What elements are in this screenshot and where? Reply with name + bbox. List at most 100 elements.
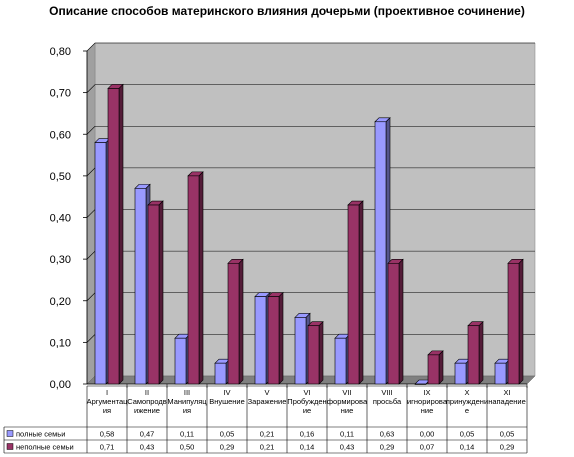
x-tick-label: Самопродв <box>127 397 167 406</box>
bar <box>467 325 480 385</box>
bar <box>254 296 267 385</box>
x-tick-label: X <box>464 388 469 397</box>
x-tick-label: IV <box>223 388 230 397</box>
bar <box>307 325 320 385</box>
bar <box>94 142 107 385</box>
data-label: 0,14 <box>300 443 315 452</box>
x-tick-label: Аргументац <box>87 397 129 406</box>
data-label: 0,21 <box>260 443 275 452</box>
bar-side <box>398 258 404 385</box>
bar-side <box>358 200 364 385</box>
bar <box>334 337 347 385</box>
bar <box>174 337 187 385</box>
x-tick-label: ижение <box>134 406 160 415</box>
data-label: 0,05 <box>460 430 475 439</box>
data-label: 0,07 <box>420 443 435 452</box>
x-tick-label: VI <box>303 388 310 397</box>
x-tick-label: ия <box>183 406 191 415</box>
bar-side <box>158 200 164 385</box>
x-tick-label: ия <box>103 406 111 415</box>
x-tick-label: IX <box>423 388 430 397</box>
bar-side <box>198 171 204 385</box>
bar-side <box>238 258 244 385</box>
bar-side <box>518 258 524 385</box>
y-tick-label: 0,40 <box>50 213 71 225</box>
x-tick-label: Заражение <box>248 397 287 406</box>
x-tick-label: VIII <box>381 388 392 397</box>
gridline <box>86 42 535 52</box>
data-label: 0,58 <box>100 430 115 439</box>
bar <box>267 296 280 385</box>
bar <box>507 262 520 385</box>
x-tick-label: Внушение <box>209 397 245 406</box>
data-label: 0,47 <box>140 430 155 439</box>
x-tick-label: игнорирова <box>407 397 448 406</box>
data-label: 0,29 <box>380 443 395 452</box>
data-label: 0,16 <box>300 430 315 439</box>
bar <box>134 188 147 385</box>
bar-side <box>118 83 124 385</box>
y-tick-label: 0,70 <box>50 88 71 100</box>
bar-side <box>318 321 324 385</box>
data-label: 0,29 <box>500 443 515 452</box>
data-label: 0,43 <box>140 443 155 452</box>
bar-side <box>478 321 484 385</box>
bar <box>107 88 120 385</box>
bar <box>427 354 440 385</box>
data-label: 0,11 <box>180 430 194 439</box>
bar <box>454 362 467 385</box>
x-tick-label: ние <box>421 406 434 415</box>
x-tick-label: I <box>106 388 108 397</box>
bar <box>374 121 387 385</box>
bar <box>187 175 200 385</box>
legend-label: полные семьи <box>16 430 65 439</box>
gridline <box>86 84 535 93</box>
x-tick-label: ние <box>341 406 354 415</box>
x-tick-label: просьба <box>373 397 402 406</box>
data-label: 0,43 <box>340 443 355 452</box>
bar-side <box>278 291 284 385</box>
y-tick-label: 0,60 <box>50 129 71 141</box>
bar <box>414 383 427 385</box>
y-tick-label: 0,30 <box>50 254 71 266</box>
x-tick-label: е <box>465 406 469 415</box>
x-tick-label: формирова <box>327 397 368 406</box>
x-tick-label: Пробужден <box>287 397 326 406</box>
data-label: 0,00 <box>420 430 435 439</box>
bar <box>214 362 227 385</box>
y-tick-label: 0,50 <box>50 171 71 183</box>
x-tick-label: Манипуляц <box>167 397 207 406</box>
x-tick-label: XI <box>503 388 510 397</box>
legend-swatch <box>6 443 14 450</box>
bar <box>494 362 507 385</box>
x-tick-label: VII <box>342 388 351 397</box>
legend-label: неполные семьи <box>16 443 74 452</box>
bar <box>387 262 400 385</box>
y-tick-label: 0,10 <box>50 337 71 349</box>
bar <box>147 204 160 385</box>
data-label: 0,29 <box>220 443 235 452</box>
x-tick-label: нападение <box>488 397 526 406</box>
y-tick-label: 0,80 <box>50 46 71 58</box>
data-label: 0,50 <box>180 443 195 452</box>
data-label: 0,11 <box>340 430 354 439</box>
legend-swatch <box>6 430 14 437</box>
x-tick-label: ие <box>303 406 311 415</box>
y-tick-label: 0,00 <box>50 379 71 391</box>
x-tick-label: принуждени <box>446 397 488 406</box>
data-label: 0,21 <box>260 430 275 439</box>
data-label: 0,05 <box>500 430 515 439</box>
data-label: 0,71 <box>100 443 115 452</box>
x-tick-label: II <box>145 388 149 397</box>
y-tick-label: 0,20 <box>50 296 71 308</box>
x-tick-label: III <box>184 388 190 397</box>
data-label: 0,14 <box>460 443 475 452</box>
x-tick-label: V <box>264 388 269 397</box>
bar <box>227 262 240 385</box>
bar-side <box>438 350 444 385</box>
data-label: 0,05 <box>220 430 235 439</box>
chart-title: Описание способов материнского влияния д… <box>49 4 525 18</box>
bar <box>347 204 360 385</box>
data-label: 0,63 <box>380 430 395 439</box>
